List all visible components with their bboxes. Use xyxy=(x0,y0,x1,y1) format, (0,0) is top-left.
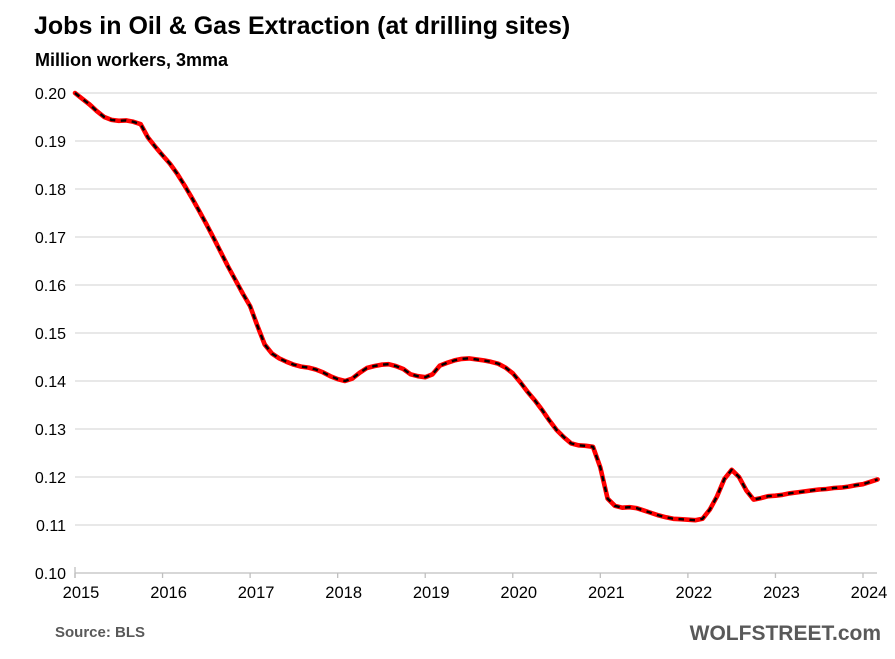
y-axis-tick-label: 0.10 xyxy=(35,566,66,583)
x-axis-tick-label: 2020 xyxy=(500,584,537,602)
source-label: Source: BLS xyxy=(55,624,146,641)
chart-title: Jobs in Oil & Gas Extraction (at drillin… xyxy=(34,12,571,40)
x-axis-tick-label: 2018 xyxy=(325,584,362,602)
x-axis-tick-label: 2016 xyxy=(150,584,187,602)
x-axis-tick-label: 2024 xyxy=(851,584,888,602)
x-axis-tick-label: 2022 xyxy=(676,584,713,602)
wolfstreet-watermark: WOLFSTREET.com xyxy=(689,622,881,645)
x-axis-tick-label: 2017 xyxy=(238,584,275,602)
y-axis-tick-label: 0.16 xyxy=(35,278,66,295)
y-axis-tick-label: 0.13 xyxy=(35,422,66,439)
y-axis-tick-label: 0.15 xyxy=(35,326,66,343)
x-axis-tick-label: 2021 xyxy=(588,584,625,602)
chart-subtitle: Million workers, 3mma xyxy=(35,50,229,70)
data-line-dash-overlay xyxy=(74,92,878,522)
x-axis-tick-label: 2015 xyxy=(63,584,100,602)
y-axis-tick-label: 0.17 xyxy=(35,230,66,247)
y-axis-tick-label: 0.14 xyxy=(35,374,66,391)
y-axis-tick-label: 0.18 xyxy=(35,182,66,199)
data-line-red xyxy=(72,90,880,523)
y-axis-tick-label: 0.11 xyxy=(36,518,66,535)
x-axis-tick-label: 2023 xyxy=(763,584,800,602)
x-axis-tick-label: 2019 xyxy=(413,584,450,602)
y-axis-tick-label: 0.20 xyxy=(35,86,66,103)
y-axis-tick-label: 0.19 xyxy=(35,134,66,151)
y-axis-tick-label: 0.12 xyxy=(35,470,66,487)
